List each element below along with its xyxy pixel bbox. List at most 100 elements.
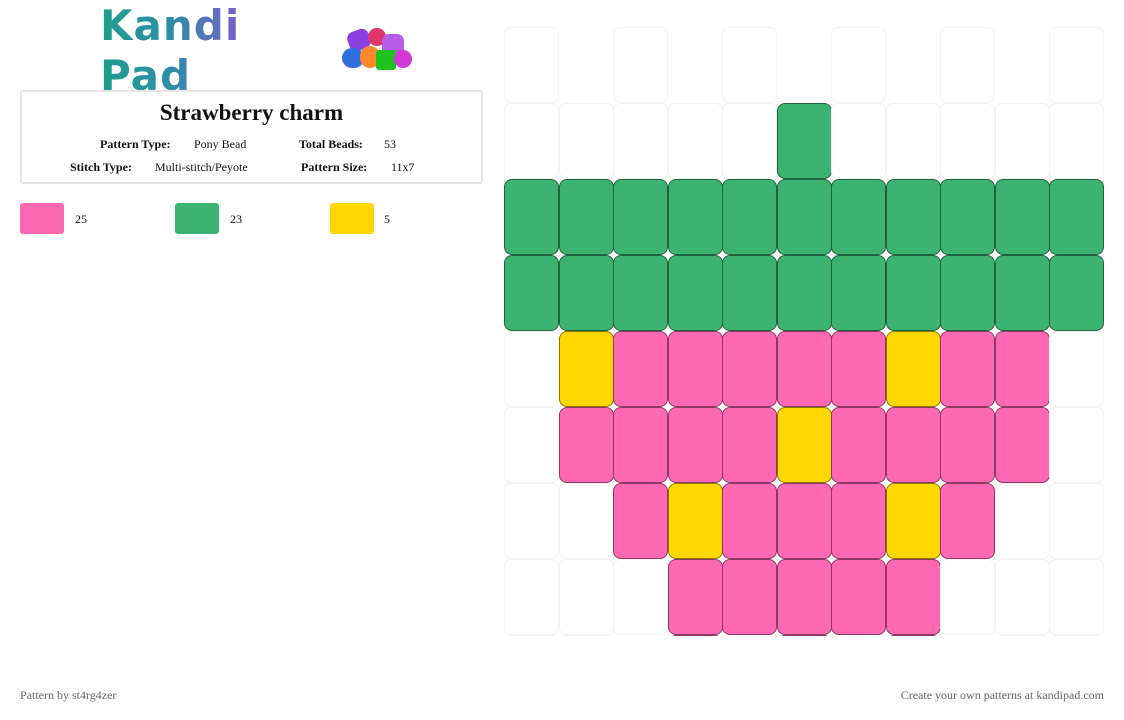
bead-pink bbox=[722, 407, 777, 483]
bead-pink bbox=[722, 331, 777, 407]
bead-pink bbox=[558, 407, 614, 483]
bead-slot-empty bbox=[1049, 483, 1104, 559]
color-legend: 25 23 5 bbox=[20, 203, 500, 235]
legend-count-yellow: 5 bbox=[384, 212, 390, 226]
bead-green bbox=[940, 255, 995, 331]
bead-yellow bbox=[885, 483, 941, 559]
bead-pink bbox=[776, 559, 832, 635]
stitch-type-label: Stitch Type: bbox=[70, 160, 132, 174]
bead-pink bbox=[667, 407, 723, 483]
bead-pink bbox=[831, 331, 886, 407]
bead-green bbox=[613, 255, 668, 331]
bead-pink bbox=[940, 331, 995, 407]
bead-pink bbox=[885, 559, 941, 635]
grid-bottom-mask bbox=[0, 636, 1124, 720]
bead-slot-empty bbox=[994, 559, 1050, 635]
bead-slot-empty bbox=[1049, 407, 1104, 483]
logo-text: Kandi Pad bbox=[100, 1, 332, 101]
bead-pink bbox=[667, 559, 723, 635]
legend-swatch-green bbox=[175, 203, 219, 234]
bead-slot-empty bbox=[831, 103, 886, 179]
bead-pink bbox=[776, 483, 832, 559]
candy-beads-icon bbox=[342, 26, 413, 76]
bead-green bbox=[776, 255, 832, 331]
bead-slot-empty bbox=[940, 27, 995, 103]
bead-pink bbox=[667, 331, 723, 407]
bead-pink bbox=[722, 559, 777, 635]
bead-green bbox=[885, 255, 941, 331]
legend-swatch-pink bbox=[20, 203, 64, 234]
kandi-pad-logo[interactable]: Kandi Pad bbox=[100, 1, 413, 100]
total-beads-value: 53 bbox=[384, 137, 396, 151]
bead-green bbox=[667, 255, 723, 331]
bead-yellow bbox=[558, 331, 614, 407]
kandipad-link[interactable]: Create your own patterns at kandipad.com bbox=[900, 688, 1104, 702]
bead-slot-empty bbox=[558, 103, 614, 179]
pattern-type-label: Pattern Type: bbox=[100, 137, 171, 151]
bead-green bbox=[885, 179, 941, 255]
bead-slot-empty bbox=[885, 103, 941, 179]
bead-slot-empty bbox=[504, 27, 559, 103]
bead-slot-empty bbox=[504, 407, 559, 483]
pattern-info-card: Strawberry charm Pattern Type: Pony Bead… bbox=[20, 90, 483, 184]
bead-yellow bbox=[776, 407, 832, 483]
bead-green bbox=[667, 179, 723, 255]
bead-pink bbox=[831, 407, 886, 483]
bead-yellow bbox=[885, 331, 941, 407]
stitch-type-value: Multi-stitch/Peyote bbox=[155, 160, 248, 174]
bead-green bbox=[1049, 255, 1104, 331]
stitch-type-row: Stitch Type: bbox=[70, 160, 132, 175]
bead-slot-empty bbox=[613, 27, 668, 103]
bead-green bbox=[722, 255, 777, 331]
bead-slot-empty bbox=[1049, 331, 1104, 407]
bead-slot-empty bbox=[1049, 103, 1104, 179]
bead-pink bbox=[613, 331, 668, 407]
bead-yellow bbox=[667, 483, 723, 559]
bead-pink bbox=[613, 483, 668, 559]
bead-slot-empty bbox=[722, 103, 777, 179]
bead-pink bbox=[885, 407, 941, 483]
bead-green bbox=[994, 255, 1050, 331]
bead-slot-empty bbox=[504, 103, 559, 179]
bead-slot-empty bbox=[940, 103, 995, 179]
bead-green bbox=[831, 255, 886, 331]
pattern-size-row: Pattern Size: bbox=[301, 160, 367, 175]
legend-swatch-yellow bbox=[330, 203, 374, 234]
pattern-credit: Pattern by st4rg4zer bbox=[20, 688, 117, 702]
bead-pink bbox=[940, 407, 995, 483]
bead-pink bbox=[994, 407, 1050, 483]
bead-slot-empty bbox=[1049, 559, 1104, 635]
bead-pink bbox=[994, 331, 1050, 407]
legend-count-pink: 25 bbox=[75, 212, 87, 226]
bead-green bbox=[776, 179, 832, 255]
bead-green bbox=[940, 179, 995, 255]
bead-green bbox=[558, 179, 614, 255]
bead-green bbox=[1049, 179, 1104, 255]
bead-slot-empty bbox=[558, 559, 614, 635]
bead-pink bbox=[831, 483, 886, 559]
bead-slot-empty bbox=[504, 331, 559, 407]
bead-slot-empty bbox=[1049, 27, 1104, 103]
pattern-size-value: 11x7 bbox=[391, 160, 415, 174]
bead-slot-empty bbox=[504, 559, 559, 635]
pattern-type-row: Pattern Type: bbox=[100, 137, 171, 152]
bead-green bbox=[504, 255, 559, 331]
legend-count-green: 23 bbox=[230, 212, 242, 226]
bead-slot-empty bbox=[613, 103, 668, 179]
bead-pink bbox=[722, 483, 777, 559]
bead-slot-empty bbox=[831, 27, 886, 103]
bead-slot-empty bbox=[613, 559, 668, 635]
bead-slot-empty bbox=[504, 483, 559, 559]
bead-green bbox=[776, 103, 832, 179]
bead-slot-empty bbox=[994, 103, 1050, 179]
total-beads-row: Total Beads: bbox=[299, 137, 363, 152]
bead-green bbox=[994, 179, 1050, 255]
bead-slot-empty bbox=[940, 559, 995, 635]
pattern-title: Strawberry charm bbox=[159, 100, 344, 125]
bead-slot-empty bbox=[667, 103, 723, 179]
bead-pink bbox=[776, 331, 832, 407]
bead-pink bbox=[940, 483, 995, 559]
bead-pink bbox=[831, 559, 886, 635]
total-beads-label: Total Beads: bbox=[299, 137, 363, 151]
